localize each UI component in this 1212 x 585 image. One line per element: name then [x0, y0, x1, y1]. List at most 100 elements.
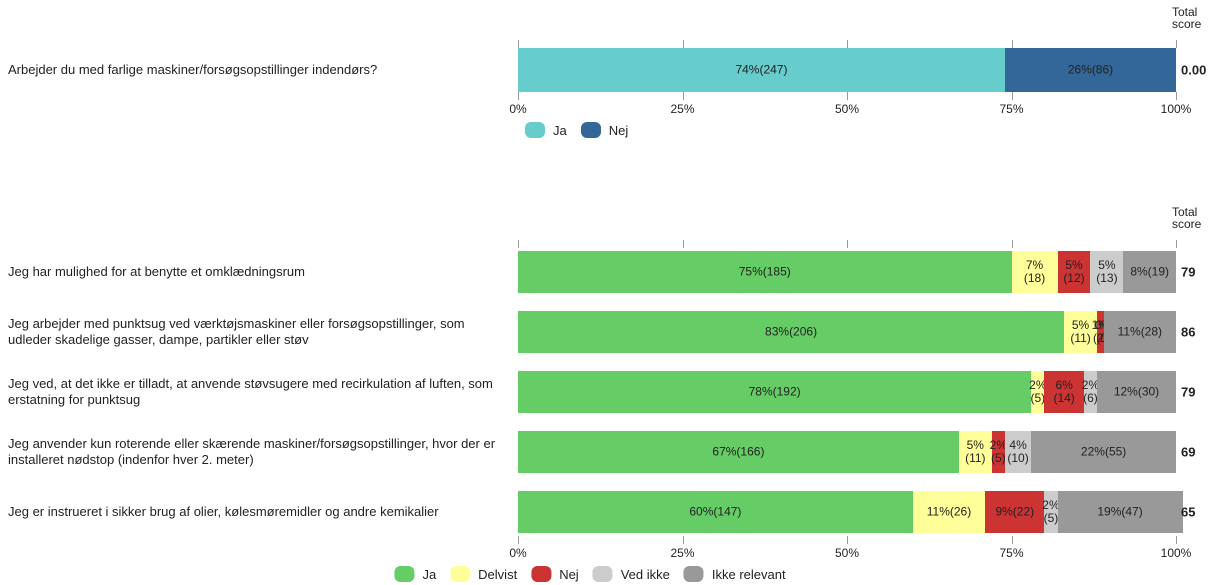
legend-item: Delvist: [450, 566, 517, 582]
tick-mark: [682, 40, 684, 48]
bar-segment: 74%(247): [518, 48, 1005, 92]
x-tick-label: 100%: [1160, 102, 1192, 116]
total-score: 65: [1181, 504, 1196, 520]
bar-segment: 2% (5): [989, 431, 1007, 473]
data-label: 2% (5): [1042, 498, 1060, 525]
tick-mark: [847, 92, 848, 100]
tick-mark: [1176, 240, 1177, 248]
data-label: 75%(185): [738, 264, 791, 279]
x-tick-label: 25%: [670, 102, 695, 116]
legend-item: Ved ikke: [592, 566, 670, 582]
bar-segment: 5% (11): [958, 431, 992, 473]
data-label: 11%(26): [926, 504, 972, 519]
bar-segment: 75%(185): [518, 251, 1012, 293]
bar-segment: 67%(166): [518, 431, 959, 473]
tick-mark: [847, 40, 848, 48]
tick-mark: [682, 536, 684, 544]
data-label: 60%(147): [689, 504, 742, 519]
legend-swatch: [531, 566, 552, 582]
legend-label: Ja: [422, 566, 437, 582]
question-label: Jeg er instrueret i sikker brug af olier…: [8, 504, 439, 519]
data-label: 2% (5): [989, 438, 1007, 465]
bar-segment: 5% (12): [1057, 251, 1091, 293]
data-label: 5% (13): [1096, 258, 1118, 285]
bar-segment: 8%(19): [1123, 251, 1176, 293]
data-label: 7% (18): [1023, 258, 1046, 285]
tick-mark: [518, 240, 519, 248]
legend-item: Ja: [394, 566, 436, 582]
total-score-title: Total score: [1172, 5, 1202, 31]
bar-segment: 2% (5): [1042, 491, 1060, 533]
legend-label: Ja: [553, 122, 567, 138]
tick-mark: [518, 40, 519, 48]
legend: Ja Delvist Nej Ved ikke Ikke relevant: [394, 566, 786, 582]
data-label: 9%(22): [995, 504, 1035, 519]
legend-swatch: [580, 122, 601, 138]
tick-mark: [847, 240, 848, 248]
tick-mark: [847, 536, 848, 544]
data-label: 2% (5): [1029, 378, 1047, 405]
tick-mark: [518, 536, 519, 544]
data-label: 78%(192): [748, 384, 801, 399]
bar-segment: 11%(26): [912, 491, 986, 533]
bar-segment: 60%(147): [518, 491, 913, 533]
legend-label: Nej: [608, 122, 629, 138]
data-label: 19%(47): [1097, 504, 1143, 519]
data-label: 8%(19): [1130, 264, 1170, 279]
legend-swatch: [394, 566, 415, 582]
bar-segment: 22%(55): [1031, 431, 1176, 473]
data-label: 2% (6): [1081, 378, 1100, 405]
legend-label: Delvist: [478, 566, 518, 582]
x-tick-label: 100%: [1160, 546, 1192, 560]
data-label: 12%(30): [1113, 384, 1160, 399]
data-label: 83%(206): [765, 324, 818, 339]
bar-segment: 5% (13): [1090, 251, 1124, 293]
legend-swatch: [683, 566, 704, 582]
tick-mark: [1011, 536, 1013, 544]
total-score: 86: [1181, 324, 1196, 340]
legend-item: Nej: [580, 122, 629, 138]
data-label: 26%(86): [1067, 62, 1114, 77]
total-score-title: Total score: [1172, 205, 1202, 231]
x-tick-label: 0%: [509, 546, 527, 560]
data-label: 5% (11): [1070, 318, 1091, 345]
x-tick-label: 25%: [670, 546, 695, 560]
data-label: 11%(28): [1117, 324, 1163, 339]
bar-segment: 26%(86): [1004, 48, 1176, 92]
bar-segment: 12%(30): [1097, 371, 1176, 413]
data-label: 67%(166): [712, 444, 765, 459]
legend-swatch: [525, 122, 545, 138]
data-label: 6% (14): [1053, 378, 1075, 405]
question-label: Arbejder du med farlige maskiner/forsøgs…: [8, 62, 378, 77]
bar-segment: 6% (14): [1044, 371, 1084, 413]
bar-segment: 11%(28): [1103, 311, 1176, 353]
bar-segment: 19%(47): [1057, 491, 1183, 533]
data-label: 5% (11): [965, 438, 986, 465]
tick-mark: [1176, 40, 1177, 48]
total-score: 0.00: [1181, 62, 1207, 78]
legend-item: Nej: [531, 566, 579, 582]
x-tick-label: 50%: [834, 102, 860, 116]
legend-swatch: [450, 566, 471, 582]
tick-mark: [518, 92, 519, 100]
total-score: 79: [1181, 264, 1196, 280]
x-tick-label: 75%: [999, 102, 1024, 116]
x-tick-label: 0%: [509, 102, 527, 116]
tick-mark: [1176, 536, 1177, 544]
legend-item: Ja: [525, 122, 567, 138]
question-label: Jeg har mulighed for at benytte et omklæ…: [8, 264, 305, 279]
x-tick-label: 75%: [999, 546, 1024, 560]
bar-segment: 78%(192): [518, 371, 1032, 413]
bar-segment: 7% (18): [1011, 251, 1058, 293]
bar-segment: 2% (6): [1081, 371, 1100, 413]
data-label: 5% (12): [1063, 258, 1085, 285]
tick-mark: [682, 92, 684, 100]
bar-segment: 83%(206): [518, 311, 1065, 353]
bar-segment: 4% (10): [1004, 431, 1032, 473]
question-label: Jeg ved, at det ikke er tilladt, at anve…: [8, 376, 493, 407]
total-score: 69: [1181, 444, 1196, 460]
question-label: Jeg anvender kun roterende eller skærend…: [8, 436, 496, 467]
tick-mark: [1011, 240, 1013, 248]
legend-label: Ikke relevant: [711, 566, 786, 582]
legend-item: Ikke relevant: [683, 566, 786, 582]
